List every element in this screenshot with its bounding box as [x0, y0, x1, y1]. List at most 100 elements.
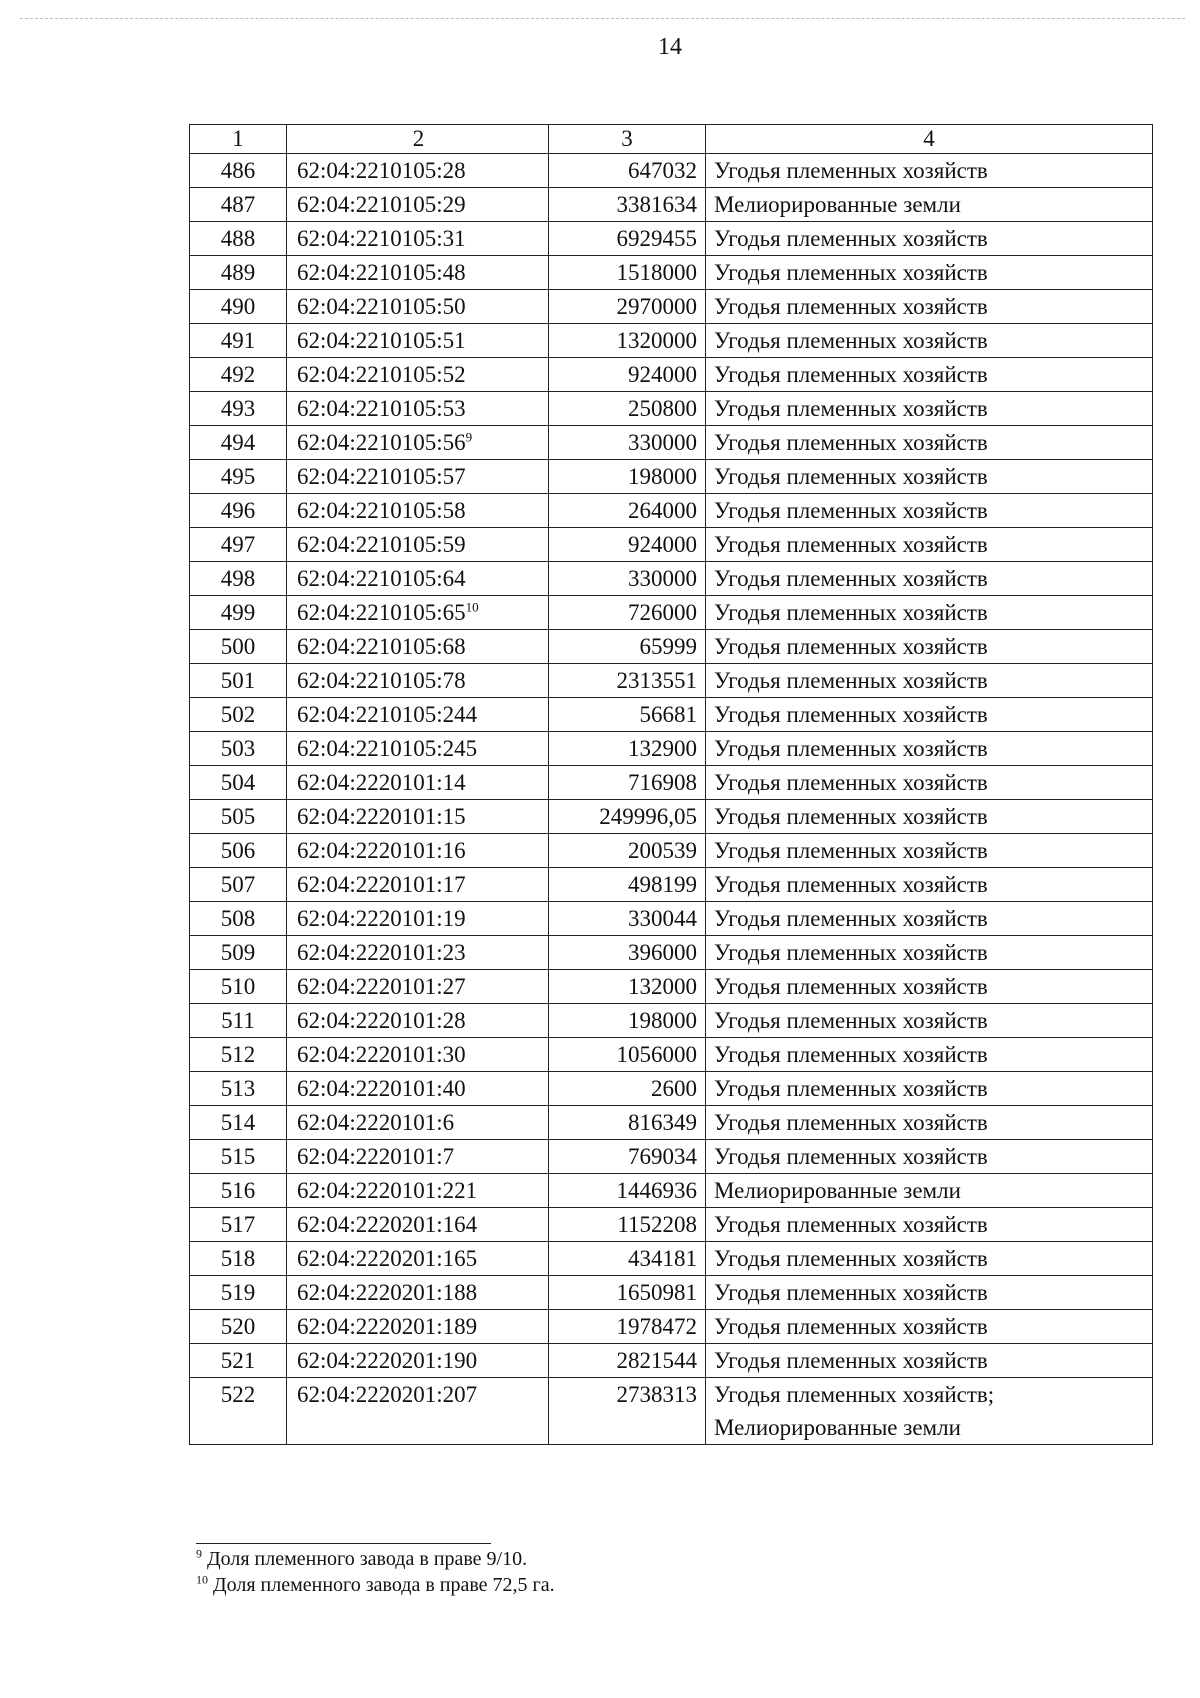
- cadastral-number-text: 62:04:2220101:40: [297, 1076, 466, 1101]
- area-value: 1056000: [548, 1037, 706, 1072]
- land-category-text: Угодья племенных хозяйств: [714, 362, 988, 387]
- cadastral-number-text: 62:04:2210105:56: [297, 430, 466, 455]
- cadastral-number-text: 62:04:2220101:27: [297, 974, 466, 999]
- area-value: 769034: [548, 1139, 706, 1174]
- area-value: 2821544: [548, 1343, 706, 1378]
- land-category: Угодья племенных хозяйств: [705, 255, 1153, 290]
- land-category: Угодья племенных хозяйств: [705, 1003, 1153, 1038]
- land-category-text: Угодья племенных хозяйств: [714, 430, 988, 455]
- land-category-text: Угодья племенных хозяйств: [714, 1110, 988, 1135]
- column-header: 4: [705, 124, 1153, 154]
- cadastral-number: 62:04:2220201:207: [286, 1377, 549, 1445]
- row-number: 506: [189, 833, 287, 868]
- row-number: 514: [189, 1105, 287, 1140]
- row-number: 499: [189, 595, 287, 630]
- row-number: 519: [189, 1275, 287, 1310]
- land-category: Угодья племенных хозяйств; Мелиорированны…: [705, 1377, 1153, 1445]
- cadastral-number-text: 62:04:2220201:164: [297, 1212, 478, 1237]
- row-number: 500: [189, 629, 287, 664]
- land-category-text: Угодья племенных хозяйств: [714, 566, 988, 591]
- land-category: Угодья племенных хозяйств: [705, 153, 1153, 188]
- footnote-reference: 9: [465, 429, 473, 445]
- land-category-text: Угодья племенных хозяйств: [714, 974, 988, 999]
- cadastral-number: 62:04:2220201:190: [286, 1343, 549, 1378]
- area-value: 250800: [548, 391, 706, 426]
- table-row: 486 62:04:2210105:28 647032 Угодья племенны…: [189, 153, 1153, 188]
- cadastral-number: 62:04:2220201:188: [286, 1275, 549, 1310]
- land-category-text: Угодья племенных хозяйств: [714, 1280, 988, 1305]
- table-row: 513 62:04:2220101:40 2600 Угодья племенных …: [189, 1071, 1153, 1106]
- land-category-text: Угодья племенных хозяйств: [714, 1008, 988, 1033]
- table-row: 487 62:04:2210105:29 3381634 Мелиорированны…: [189, 187, 1153, 222]
- cadastral-number: 62:04:2210105:51: [286, 323, 549, 358]
- cadastral-number-text: 62:04:2220101:28: [297, 1008, 466, 1033]
- cadastral-number: 62:04:2210105:52: [286, 357, 549, 392]
- area-value: 1152208: [548, 1207, 706, 1242]
- row-number: 517: [189, 1207, 287, 1242]
- table-row: 518 62:04:2220201:165 434181 Угодья племенн…: [189, 1241, 1153, 1276]
- land-category-text: Угодья племенных хозяйств: [714, 906, 988, 931]
- land-category: Угодья племенных хозяйств: [705, 459, 1153, 494]
- cadastral-number-text: 62:04:2210105:29: [297, 192, 466, 217]
- row-number: 505: [189, 799, 287, 834]
- land-category: Угодья племенных хозяйств: [705, 1037, 1153, 1072]
- cadastral-number: 62:04:2220101:19: [286, 901, 549, 936]
- land-category: Угодья племенных хозяйств: [705, 629, 1153, 664]
- table-row: 490 62:04:2210105:50 2970000 Угодья племенн…: [189, 289, 1153, 324]
- table-row: 522 62:04:2220201:207 2738313 Угодья племен…: [189, 1377, 1153, 1445]
- area-value: 249996,05: [548, 799, 706, 834]
- land-category-text: Угодья племенных хозяйств: [714, 464, 988, 489]
- land-category: Угодья племенных хозяйств: [705, 357, 1153, 392]
- land-category: Угодья племенных хозяйств: [705, 1343, 1153, 1378]
- area-value: 200539: [548, 833, 706, 868]
- land-category: Угодья племенных хозяйств: [705, 1309, 1153, 1344]
- cadastral-number-text: 62:04:2210105:64: [297, 566, 466, 591]
- page-number: 14: [658, 34, 682, 60]
- table-row: 493 62:04:2210105:53 250800 Угодья племенны…: [189, 391, 1153, 426]
- table-row: 517 62:04:2220201:164 1152208 Угодья племен…: [189, 1207, 1153, 1242]
- land-category-text: Угодья племенных хозяйств: [714, 158, 988, 183]
- row-number: 518: [189, 1241, 287, 1276]
- land-category-text: Угодья племенных хозяйств: [714, 940, 988, 965]
- cadastral-number-text: 62:04:2220101:30: [297, 1042, 466, 1067]
- table-row: 510 62:04:2220101:27 132000 Угодья племенны…: [189, 969, 1153, 1004]
- row-number: 510: [189, 969, 287, 1004]
- area-value: 6929455: [548, 221, 706, 256]
- cadastral-number-text: 62:04:2210105:59: [297, 532, 466, 557]
- land-category: Угодья племенных хозяйств: [705, 561, 1153, 596]
- land-category-text: Угодья племенных хозяйств: [714, 294, 988, 319]
- row-number: 496: [189, 493, 287, 528]
- land-category-text: Угодья племенных хозяйств: [714, 736, 988, 761]
- land-category-text: Угодья племенных хозяйств: [714, 702, 988, 727]
- land-category-text: Мелиорированные земли: [714, 1178, 961, 1203]
- area-value: 132900: [548, 731, 706, 766]
- row-number: 501: [189, 663, 287, 698]
- land-category: Угодья племенных хозяйств: [705, 527, 1153, 562]
- area-value: 924000: [548, 357, 706, 392]
- row-number: 520: [189, 1309, 287, 1344]
- table-row: 509 62:04:2220101:23 396000 Угодья племенны…: [189, 935, 1153, 970]
- land-category-text: Угодья племенных хозяйств: [714, 328, 988, 353]
- land-category: Угодья племенных хозяйств: [705, 1071, 1153, 1106]
- area-value: 1446936: [548, 1173, 706, 1208]
- cadastral-number-text: 62:04:2220101:19: [297, 906, 466, 931]
- land-category: Угодья племенных хозяйств: [705, 799, 1153, 834]
- area-value: 1978472: [548, 1309, 706, 1344]
- cadastral-number-text: 62:04:2220101:15: [297, 804, 466, 829]
- area-value: 647032: [548, 153, 706, 188]
- area-value: 1650981: [548, 1275, 706, 1310]
- table-row: 500 62:04:2210105:68 65999 Угодья племенных…: [189, 629, 1153, 664]
- row-number: 489: [189, 255, 287, 290]
- cadastral-number: 62:04:2220101:30: [286, 1037, 549, 1072]
- area-value: 1518000: [548, 255, 706, 290]
- cadastral-number: 62:04:2220101:15: [286, 799, 549, 834]
- cadastral-number-text: 62:04:2220201:165: [297, 1246, 478, 1271]
- cadastral-number: 62:04:2210105:57: [286, 459, 549, 494]
- land-category-text: Угодья племенных хозяйств: [714, 1212, 988, 1237]
- land-category-text: Угодья племенных хозяйств: [714, 838, 988, 863]
- cadastral-number: 62:04:2210105:29: [286, 187, 549, 222]
- table-row: 501 62:04:2210105:78 2313551 Угодья племенн…: [189, 663, 1153, 698]
- land-category: Угодья племенных хозяйств: [705, 289, 1153, 324]
- row-number: 507: [189, 867, 287, 902]
- area-value: 816349: [548, 1105, 706, 1140]
